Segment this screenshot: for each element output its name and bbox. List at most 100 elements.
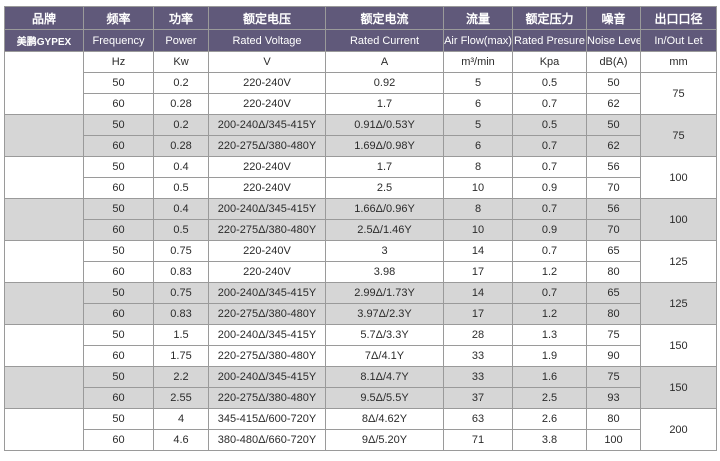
current-cell: 7Δ/4.1Y [325,345,444,367]
noise-cell: 93 [586,387,641,409]
outlet-cell: 75 [640,114,717,157]
table-row: 50 1.5 200-240Δ/345-415Y 5.7Δ/3.3Y 28 1.3 75 15… [4,324,717,367]
pressure-cell: 0.7 [512,135,587,157]
airflow-cell: 71 [443,429,513,451]
voltage-cell: 200-240Δ/345-415Y [208,114,326,136]
airflow-cell: 63 [443,408,513,430]
unit-pressure: Kpa [512,51,587,73]
power-cell: 0.5 [153,219,209,241]
voltage-cell: 220-240V [208,261,326,283]
table-row: 50 0.4 220-240V 1.7 8 0.7 56 100 [4,156,717,199]
frequency-cell: 60 [83,135,154,157]
current-cell: 9.5Δ/5.5Y [325,387,444,409]
airflow-cell: 5 [443,72,513,94]
noise-cell: 50 [586,114,641,136]
current-header: 额定电流 [325,6,444,30]
table-row: 60 4.6 380-480Δ/660-720Y 9Δ/5.20Y 71 3.8 100 [5,429,717,451]
noise-cell: 70 [586,219,641,241]
power-header-en: Power [153,29,209,52]
brand-cell [4,282,84,325]
voltage-cell: 220-240V [208,72,326,94]
noise-cell: 80 [586,261,641,283]
airflow-cell: 10 [443,219,513,241]
outlet-header: 出口口径 [640,6,717,30]
pressure-cell: 3.8 [512,429,587,451]
voltage-cell: 220-240V [208,156,326,178]
outlet-cell: 100 [640,156,717,199]
power-cell: 2.2 [153,366,209,388]
current-cell: 8Δ/4.62Y [325,408,444,430]
unit-voltage: V [208,51,326,73]
power-cell: 1.75 [153,345,209,367]
current-cell: 0.91Δ/0.53Y [325,114,444,136]
current-cell: 1.7 [325,156,444,178]
airflow-cell: 6 [443,135,513,157]
frequency-cell: 50 [83,72,154,94]
outlet-cell: 75 [640,72,717,115]
table-row: 60 0.28 220-275Δ/380-480Y 1.69Δ/0.98Y 6 0.7 62 [5,135,717,157]
table-row: 50 4 345-415Δ/600-720Y 8Δ/4.62Y 63 2.6 80 200 [4,408,717,451]
noise-cell: 65 [586,282,641,304]
voltage-cell: 220-240V [208,177,326,199]
voltage-cell: 220-275Δ/380-480Y [208,345,326,367]
airflow-cell: 33 [443,345,513,367]
airflow-cell: 10 [443,177,513,199]
current-cell: 0.92 [325,72,444,94]
pressure-cell: 1.2 [512,261,587,283]
pressure-cell: 0.5 [512,114,587,136]
unit-frequency: Hz [83,51,154,73]
brand-cell [4,240,84,283]
outlet-cell: 150 [640,324,717,367]
table-row: 60 1.75 220-275Δ/380-480Y 7Δ/4.1Y 33 1.9 90 [5,345,717,367]
table-row: 60 0.83 220-240V 3.98 17 1.2 80 [5,261,717,283]
voltage-cell: 220-275Δ/380-480Y [208,387,326,409]
noise-cell: 80 [586,303,641,325]
noise-cell: 50 [586,72,641,94]
noise-cell: 80 [586,408,641,430]
airflow-cell: 37 [443,387,513,409]
noise-cell: 70 [586,177,641,199]
pressure-cell: 0.7 [512,156,587,178]
airflow-cell: 28 [443,324,513,346]
noise-header: 噪音 [586,6,641,30]
outlet-header-en: In/Out Let [640,29,717,52]
pressure-cell: 0.7 [512,240,587,262]
table-row: 50 0.75 220-240V 3 14 0.7 65 125 [4,240,717,283]
outlet-cell: 125 [640,240,717,283]
current-cell: 2.5 [325,177,444,199]
power-cell: 0.4 [153,198,209,220]
frequency-cell: 60 [83,387,154,409]
frequency-header-en: Frequency [83,29,154,52]
current-cell: 5.7Δ/3.3Y [325,324,444,346]
voltage-cell: 200-240Δ/345-415Y [208,366,326,388]
table-row: 50 0.75 200-240Δ/345-415Y 2.99Δ/1.73Y 14 0.7 6… [4,282,717,325]
pressure-cell: 2.5 [512,387,587,409]
power-cell: 1.5 [153,324,209,346]
table-row: 50 0.2 200-240Δ/345-415Y 0.91Δ/0.53Y 5 0.5 50 7… [4,114,717,157]
pressure-cell: 0.7 [512,198,587,220]
airflow-cell: 17 [443,261,513,283]
table-row: 50 2.2 200-240Δ/345-415Y 8.1Δ/4.7Y 33 1.6 75 15… [4,366,717,409]
noise-cell: 56 [586,198,641,220]
noise-cell: 62 [586,93,641,115]
table-row: 50 0.2 220-240V 0.92 5 0.5 50 75 [5,72,717,115]
voltage-cell: 220-240V [208,240,326,262]
brand-header: 品牌 [4,6,84,30]
current-cell: 9Δ/5.20Y [325,429,444,451]
noise-header-en: Noise Level [586,29,641,52]
pressure-cell: 1.3 [512,324,587,346]
current-cell: 3.98 [325,261,444,283]
noise-cell: 56 [586,156,641,178]
airflow-cell: 33 [443,366,513,388]
frequency-cell: 60 [83,261,154,283]
brand-cell [4,198,84,241]
power-cell: 4.6 [153,429,209,451]
table-row: 60 0.83 220-275Δ/380-480Y 3.97Δ/2.3Y 17 1.2 80 [5,303,717,325]
units-row: Hz Kw V A m³/min Kpa dB(A) mm [4,51,717,115]
noise-cell: 65 [586,240,641,262]
brand-cell [4,408,84,451]
table-row: 60 0.28 220-240V 1.7 6 0.7 62 [5,93,717,115]
brand-cell [4,51,84,115]
airflow-cell: 17 [443,303,513,325]
unit-power: Kw [153,51,209,73]
